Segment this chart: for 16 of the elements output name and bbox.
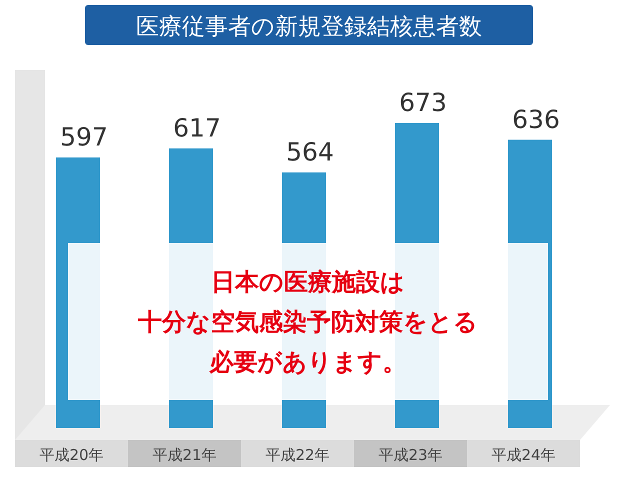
x-tick-label: 平成23年	[378, 446, 443, 464]
x-tick-label: 平成21年	[152, 446, 217, 464]
annotation: 必要があります。	[208, 348, 406, 376]
data-label: 564	[286, 137, 334, 166]
data-label: 636	[512, 104, 560, 134]
x-tick-label: 平成20年	[39, 446, 104, 464]
data-label: 673	[399, 88, 447, 117]
annotation: 日本の医療施設は	[211, 268, 405, 296]
annotation: 十分な空気感染予防対策をとる	[137, 308, 478, 336]
x-tick-label: 平成22年	[265, 446, 330, 464]
title: 医療従事者の新規登録結核患者数	[85, 5, 533, 45]
data-label: 617	[173, 113, 221, 142]
x-tick-label: 平成24年	[491, 446, 556, 464]
chart-title: 医療従事者の新規登録結核患者数	[136, 14, 482, 40]
annotation-box: 日本の医療施設は 十分な空気感染予防対策をとる 必要があります。	[68, 243, 548, 400]
data-label: 597	[60, 122, 108, 152]
